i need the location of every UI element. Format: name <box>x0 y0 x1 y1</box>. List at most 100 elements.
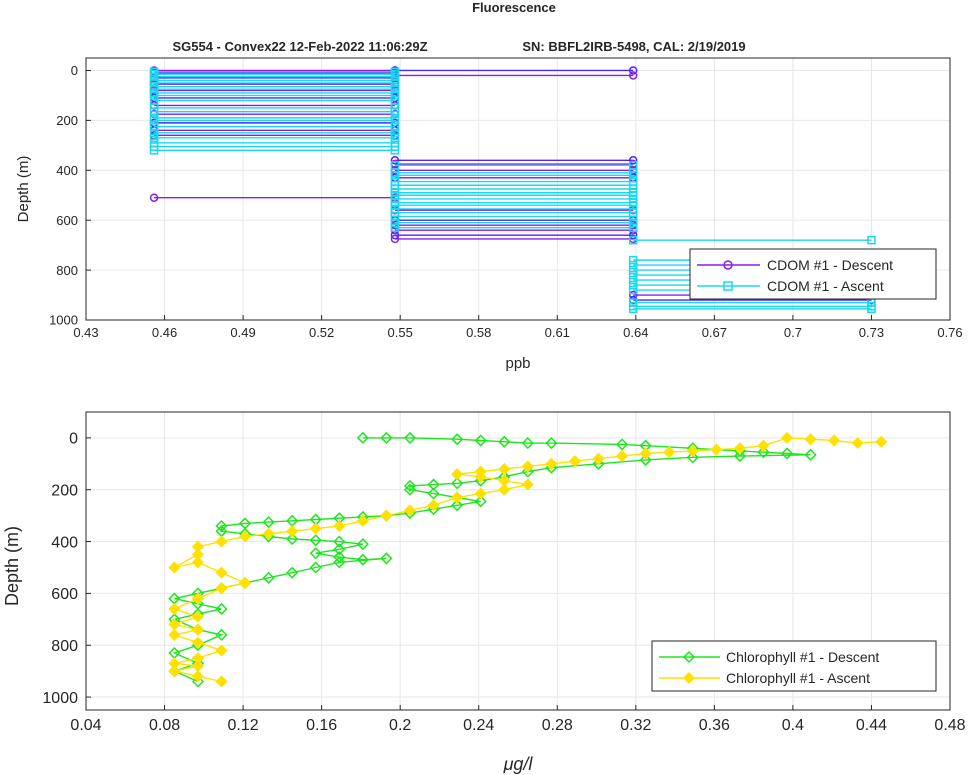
chl-point <box>616 449 629 463</box>
chl-point <box>545 437 558 450</box>
cdom-point <box>390 218 400 227</box>
chl-point <box>451 491 464 504</box>
chl-point <box>403 479 417 492</box>
chl-point <box>780 447 794 460</box>
chl-point <box>215 602 228 615</box>
chl-point <box>427 499 440 512</box>
chl-point <box>309 522 322 535</box>
cdom-point <box>390 223 400 232</box>
cdom-point <box>867 235 876 245</box>
chl-point <box>733 442 746 455</box>
cdom-y-tick-label: 0 <box>71 63 78 78</box>
cdom-point <box>628 66 638 75</box>
cdom-legend-ascent-label: CDOM #1 - Ascent <box>767 278 884 294</box>
chl-point <box>191 556 204 569</box>
chl-legend-ascent-label: Chlorophyll #1 - Ascent <box>726 670 870 686</box>
chl-point <box>521 478 534 491</box>
cdom-x-tick-label: 0.43 <box>73 325 98 340</box>
cdom-point <box>390 171 400 180</box>
chl-point <box>333 535 346 548</box>
chl-y-tick-label: 400 <box>51 534 78 551</box>
cdom-point <box>628 255 638 265</box>
cdom-data <box>149 66 876 314</box>
chl-point <box>215 628 228 641</box>
chl-point <box>828 434 841 447</box>
cdom-point <box>390 122 400 131</box>
chl-point <box>215 519 228 533</box>
cdom-point <box>149 91 159 100</box>
chl-point <box>309 547 322 560</box>
cdom-point <box>628 235 638 245</box>
chl-point <box>403 431 417 444</box>
chl-point <box>663 446 676 459</box>
figure-subtitle-left: SG554 - Convex22 12-Feb-2022 11:06:29Z <box>172 39 427 54</box>
chl-point <box>262 571 275 584</box>
chl-x-tick-label: 0.28 <box>542 717 573 734</box>
cdom-x-tick-label: 0.64 <box>623 325 648 340</box>
cdom-point <box>867 304 876 314</box>
chl-point <box>356 553 369 566</box>
chl-point <box>333 543 346 556</box>
cdom-legend-descent-marker <box>723 260 733 270</box>
cdom-point <box>628 275 638 285</box>
chl-point <box>380 431 393 444</box>
cdom-point <box>149 107 159 116</box>
cdom-series-descent <box>149 66 876 305</box>
cdom-y-axis-label: Depth (m) <box>15 156 32 223</box>
cdom-x-tick-label: 0.49 <box>230 325 255 340</box>
chl-point <box>238 530 252 543</box>
chl-point <box>498 462 511 476</box>
cdom-point <box>628 280 638 290</box>
chl-point <box>403 504 417 517</box>
cdom-x-tick-label: 0.76 <box>937 325 962 340</box>
chl-point <box>238 576 252 590</box>
chl-point <box>451 477 464 490</box>
cdom-point <box>149 193 159 202</box>
cdom-point <box>628 71 638 80</box>
chl-point <box>592 457 605 470</box>
cdom-legend-descent-label: CDOM #1 - Descent <box>767 257 893 273</box>
chlorophyll-subplot: 0.04 0.08 0.12 0.16 0.2 0.24 0.28 0.32 0.36 0.4 0.… <box>2 411 966 774</box>
chl-point <box>191 636 204 649</box>
chl-point <box>333 551 346 564</box>
cdom-legend-ascent-marker <box>723 281 733 291</box>
chl-point <box>356 431 369 444</box>
chl-point <box>191 592 204 605</box>
chl-point <box>262 527 275 540</box>
chl-point <box>286 532 299 546</box>
chl-point <box>403 483 417 496</box>
chl-axes-box <box>85 411 951 711</box>
cdom-y-tick-label: 200 <box>56 113 78 128</box>
chl-x-tick-label: 0.4 <box>782 717 804 734</box>
cdom-point <box>390 128 400 138</box>
chl-point <box>757 439 770 452</box>
cdom-point <box>390 133 400 143</box>
chl-point <box>474 434 487 447</box>
cdom-x-tick-label: 0.52 <box>309 325 334 340</box>
cdom-point <box>149 128 159 138</box>
cdom-axes-box <box>85 57 951 321</box>
chl-x-tick-label: 0.2 <box>389 717 411 734</box>
cdom-subplot: 0.43 0.46 0.49 0.52 0.55 0.58 0.61 0.64 0.67 0.7 0… <box>15 57 963 372</box>
chl-point <box>757 446 770 459</box>
chl-point <box>286 525 299 538</box>
cdom-point <box>390 116 400 125</box>
chl-point <box>451 499 464 512</box>
chl-point <box>333 556 346 569</box>
chl-point <box>309 561 322 574</box>
chl-data <box>168 431 888 688</box>
chl-y-tick-label: 0 <box>69 431 78 448</box>
chl-point <box>545 457 558 470</box>
chl-point <box>521 460 534 473</box>
chl-x-tick-label: 0.48 <box>934 717 965 734</box>
cdom-point <box>390 212 400 221</box>
chl-point <box>568 455 582 468</box>
cdom-point <box>628 304 638 314</box>
chl-legend: Chlorophyll #1 - Descent Chlorophyll #1 … <box>651 640 937 692</box>
chl-y-tick-label: 200 <box>51 482 78 499</box>
cdom-y-tick-label: 400 <box>56 163 78 178</box>
chl-point <box>710 443 723 456</box>
cdom-y-tick-label: 600 <box>56 213 78 228</box>
cdom-point <box>628 171 638 180</box>
